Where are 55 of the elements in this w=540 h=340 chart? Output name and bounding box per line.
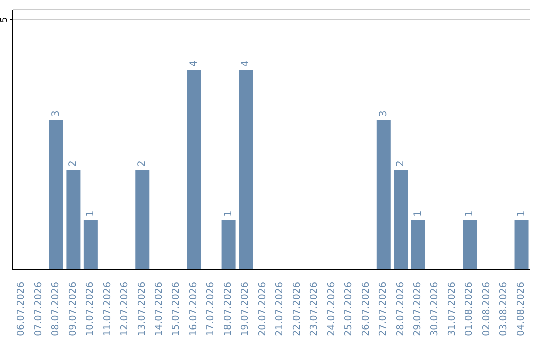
data-label: 1 xyxy=(223,210,234,217)
x-tick-label: 12.07.2026 xyxy=(120,282,131,336)
bar xyxy=(136,170,150,270)
bar xyxy=(411,220,426,270)
x-tick-label: 06.07.2026 xyxy=(16,282,28,336)
data-label: 4 xyxy=(188,60,200,67)
x-tick-label: 24.07.2026 xyxy=(326,282,338,336)
x-tick-label: 04.08.2026 xyxy=(516,282,527,336)
x-tick-label: 16.07.2026 xyxy=(188,282,200,336)
x-tick-label: 07.07.2026 xyxy=(33,282,44,336)
x-tick-label: 17.07.2026 xyxy=(206,282,217,336)
data-label: 1 xyxy=(464,210,476,217)
data-label: 1 xyxy=(516,210,528,217)
bar xyxy=(394,170,408,270)
data-label: 2 xyxy=(68,160,80,167)
x-tick-label: 30.07.2026 xyxy=(430,282,441,336)
data-label: 2 xyxy=(137,160,148,167)
data-label: 4 xyxy=(240,60,252,67)
y-tick-label: 5 xyxy=(0,17,10,23)
x-tick-label: 11.07.2026 xyxy=(102,282,114,336)
x-tick-label: 18.07.2026 xyxy=(222,282,234,336)
x-tick-label: 13.07.2026 xyxy=(136,282,148,336)
x-tick-label: 31.07.2026 xyxy=(446,282,458,336)
bar xyxy=(222,220,236,270)
x-tick-label: 03.08.2026 xyxy=(498,282,510,336)
x-tick-label: 09.07.2026 xyxy=(68,282,79,336)
x-tick-label: 29.07.2026 xyxy=(412,282,424,336)
x-tick-label: 15.07.2026 xyxy=(171,282,182,336)
x-tick-label: 23.07.2026 xyxy=(309,282,320,336)
bar xyxy=(84,220,98,270)
bar xyxy=(239,70,254,270)
data-label: 3 xyxy=(50,110,62,117)
x-tick-label: 25.07.2026 xyxy=(344,282,355,336)
x-tick-label: 14.07.2026 xyxy=(154,282,165,336)
data-label: 3 xyxy=(378,110,390,117)
bar xyxy=(463,220,478,270)
x-tick-label: 08.07.2026 xyxy=(50,282,62,336)
x-tick-label: 27.07.2026 xyxy=(378,282,390,336)
x-tick-label: 01.08.2026 xyxy=(464,282,476,336)
bar xyxy=(187,70,202,270)
data-label: 2 xyxy=(396,160,407,167)
x-tick-label: 20.07.2026 xyxy=(257,282,268,336)
x-tick-label: 21.07.2026 xyxy=(274,282,286,336)
x-tick-label: 28.07.2026 xyxy=(395,282,406,336)
x-tick-label: 22.07.2026 xyxy=(292,282,303,336)
bar xyxy=(514,220,529,270)
bar xyxy=(376,120,391,270)
bar xyxy=(49,120,64,270)
x-tick-label: 26.07.2026 xyxy=(360,282,372,336)
x-tick-label: 10.07.2026 xyxy=(85,282,96,336)
x-tick-label: 19.07.2026 xyxy=(240,282,252,336)
data-label: 1 xyxy=(412,210,424,217)
data-label: 1 xyxy=(85,210,96,217)
x-tick-label: 02.08.2026 xyxy=(481,282,492,336)
bar xyxy=(66,170,81,270)
